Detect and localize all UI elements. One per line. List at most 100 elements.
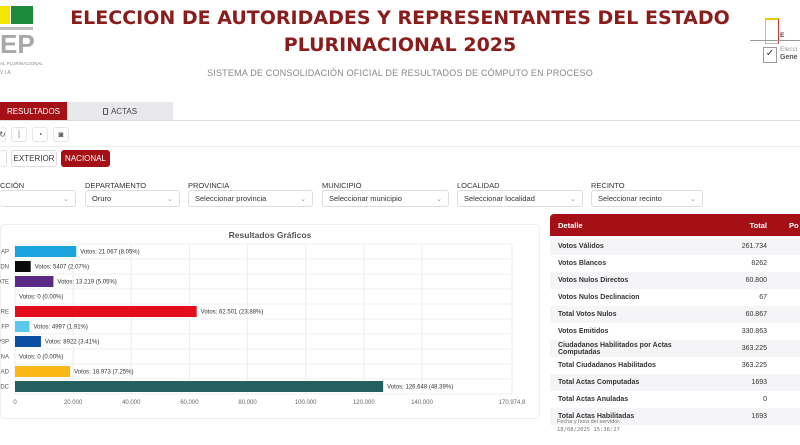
category-label: FP xyxy=(1,325,9,331)
row-total: 330.863 xyxy=(741,328,767,335)
row-total: 67 xyxy=(759,294,767,301)
category-label: AP xyxy=(1,250,9,256)
eleccion-select[interactable]: ⌄ xyxy=(0,190,76,207)
row-total: 60.800 xyxy=(745,277,767,284)
summary-table: Detalle Total Po Votos Válidos 261.734 Vot… xyxy=(550,214,800,425)
page-title: ELECCION DE AUTORIDADES Y REPRESENTANTES… xyxy=(70,7,730,56)
x-tick-label: 0 xyxy=(13,400,17,406)
table-row: Total Actas Computadas 1693 xyxy=(550,374,800,391)
recinto-select[interactable]: Seleccionar recinto ⌄ xyxy=(591,190,703,207)
table-row: Total Actas Habilitadas 1693 xyxy=(550,408,800,425)
chart-card xyxy=(0,224,540,419)
row-total: 261.734 xyxy=(741,243,767,250)
row-label: Votos Nulos Declinacion xyxy=(558,294,640,301)
bar xyxy=(15,381,384,392)
refresh-icon: ↻ xyxy=(0,130,6,139)
bar xyxy=(15,306,197,317)
chevron-down-icon: ⌄ xyxy=(167,195,173,203)
row-label: Ciudadanos Habilitados por Actas Computa… xyxy=(558,341,672,356)
x-tick-label: 120.000 xyxy=(353,400,375,406)
localidad-select[interactable]: Seleccionar localidad ⌄ xyxy=(457,190,583,207)
row-label: Votos Emitidos xyxy=(558,328,609,335)
municipio-select[interactable]: Seleccionar municipio ⌄ xyxy=(322,190,449,207)
table-row: Total Ciudadanos Habilitados 363.225 xyxy=(550,357,800,374)
pie-chart-icon: ◔ xyxy=(37,130,43,139)
table-row: Ciudadanos Habilitados por Actas Computa… xyxy=(550,340,800,357)
check-icon: ✓ xyxy=(763,47,777,63)
category-label: DC xyxy=(0,385,9,391)
row-total: 1693 xyxy=(751,413,767,420)
table-row: Votos Nulos Declinacion 67 xyxy=(550,289,800,306)
data-label: Votos: 18.973 (7.25%) xyxy=(74,370,133,376)
category-label: AD xyxy=(1,370,10,376)
chevron-down-icon: ⌄ xyxy=(570,195,576,203)
bar-chart-button[interactable]: ⫿ xyxy=(11,127,27,142)
departamento-select[interactable]: Oruro ⌄ xyxy=(85,190,180,207)
row-total: 0 xyxy=(763,396,767,403)
bar xyxy=(15,276,54,287)
bar xyxy=(15,336,41,347)
pie-chart-button[interactable]: ◔ xyxy=(32,127,48,142)
x-tick-label: 60.000 xyxy=(180,400,199,406)
chart-title: Resultados Gráficos xyxy=(228,230,312,240)
table-row: Votos Blancos 8262 xyxy=(550,255,800,272)
x-tick-label: 40.000 xyxy=(122,400,141,406)
row-label: Total Ciudadanos Habilitados xyxy=(558,362,656,369)
page-subtitle: SISTEMA DE CONSOLIDACIÓN OFICIAL DE RESU… xyxy=(207,68,593,78)
provincia-select[interactable]: Seleccionar provincia ⌄ xyxy=(188,190,313,207)
camera-icon: ◙ xyxy=(58,130,64,139)
results-bar-chart: 0 20.000 40.000 60.000 80.000 100.000 120.000 1… xyxy=(0,243,526,406)
x-tick-label: 100.000 xyxy=(295,400,317,406)
table-row: Total Votos Nulos 60.867 xyxy=(550,306,800,323)
table-row: Votos Válidos 261.734 xyxy=(550,238,800,255)
tablet-icon xyxy=(102,107,108,115)
chevron-down-icon: ⌄ xyxy=(436,195,442,203)
table-row: Votos Nulos Directos 60.800 xyxy=(550,272,800,289)
row-label: Total Votos Nulos xyxy=(558,311,617,318)
logo-right xyxy=(765,18,779,44)
data-label: Votos: 0 (0.00%) xyxy=(19,295,63,301)
chevron-down-icon: ⌄ xyxy=(300,195,306,203)
category-label: DN xyxy=(0,265,9,271)
exterior-button[interactable]: EXTERIOR xyxy=(11,150,57,167)
chevron-down-icon: ⌄ xyxy=(690,195,696,203)
data-label: Votos: 62.501 (23.88%) xyxy=(201,310,264,316)
camera-button[interactable]: ◙ xyxy=(53,127,69,142)
row-total: 8262 xyxy=(751,260,767,267)
data-label: Votos: 126.648 (48.39%) xyxy=(387,385,453,391)
category-label: RE xyxy=(1,310,9,316)
data-label: Votos: 0 (0.00%) xyxy=(19,355,63,361)
x-tick-label: 20.000 xyxy=(64,400,83,406)
row-total: 363.225 xyxy=(741,345,767,352)
x-tick-label: 170.974,8 xyxy=(499,400,526,406)
tab-actas[interactable]: ACTAS xyxy=(67,102,173,120)
category-label: NA xyxy=(1,355,9,361)
row-label: Total Actas Anuladas xyxy=(558,396,629,403)
chevron-down-icon: ⌄ xyxy=(63,195,69,203)
row-total: 60.867 xyxy=(745,311,767,318)
tab-resultados[interactable]: RESULTADOS xyxy=(0,102,67,120)
table-row: Total Actas Anuladas 0 xyxy=(550,391,800,408)
table-row: Votos Emitidos 330.863 xyxy=(550,323,800,340)
row-label: Total Actas Computadas xyxy=(558,379,640,386)
x-tick-label: 140.000 xyxy=(411,400,433,406)
bar xyxy=(15,261,31,272)
bar xyxy=(15,366,71,377)
data-label: Votos: 13.219 (5.05%) xyxy=(57,280,116,286)
data-label: Votos: 4997 (1.91%) xyxy=(34,325,88,331)
nacional-button[interactable]: NACIONAL xyxy=(61,150,110,167)
data-label: Votos: 8922 (3.41%) xyxy=(45,340,99,346)
logo-yellow xyxy=(0,6,10,24)
category-label: PSP xyxy=(0,340,9,346)
refresh-button[interactable]: ↻ xyxy=(0,127,6,142)
server-datetime: Fecha y hora del servidor: 18/08/2025 15:… xyxy=(557,419,621,433)
row-label: Votos Válidos xyxy=(558,243,604,250)
x-tick-label: 80.000 xyxy=(238,400,257,406)
scope-button-hidden[interactable] xyxy=(0,150,7,167)
row-label: Votos Blancos xyxy=(558,260,607,267)
data-label: Votos: 5407 (2.07%) xyxy=(35,265,89,271)
bar xyxy=(15,246,77,257)
row-total: 1693 xyxy=(751,379,767,386)
row-total: 363.225 xyxy=(741,362,767,369)
row-label: Total Actas Habilitadas xyxy=(558,413,635,420)
